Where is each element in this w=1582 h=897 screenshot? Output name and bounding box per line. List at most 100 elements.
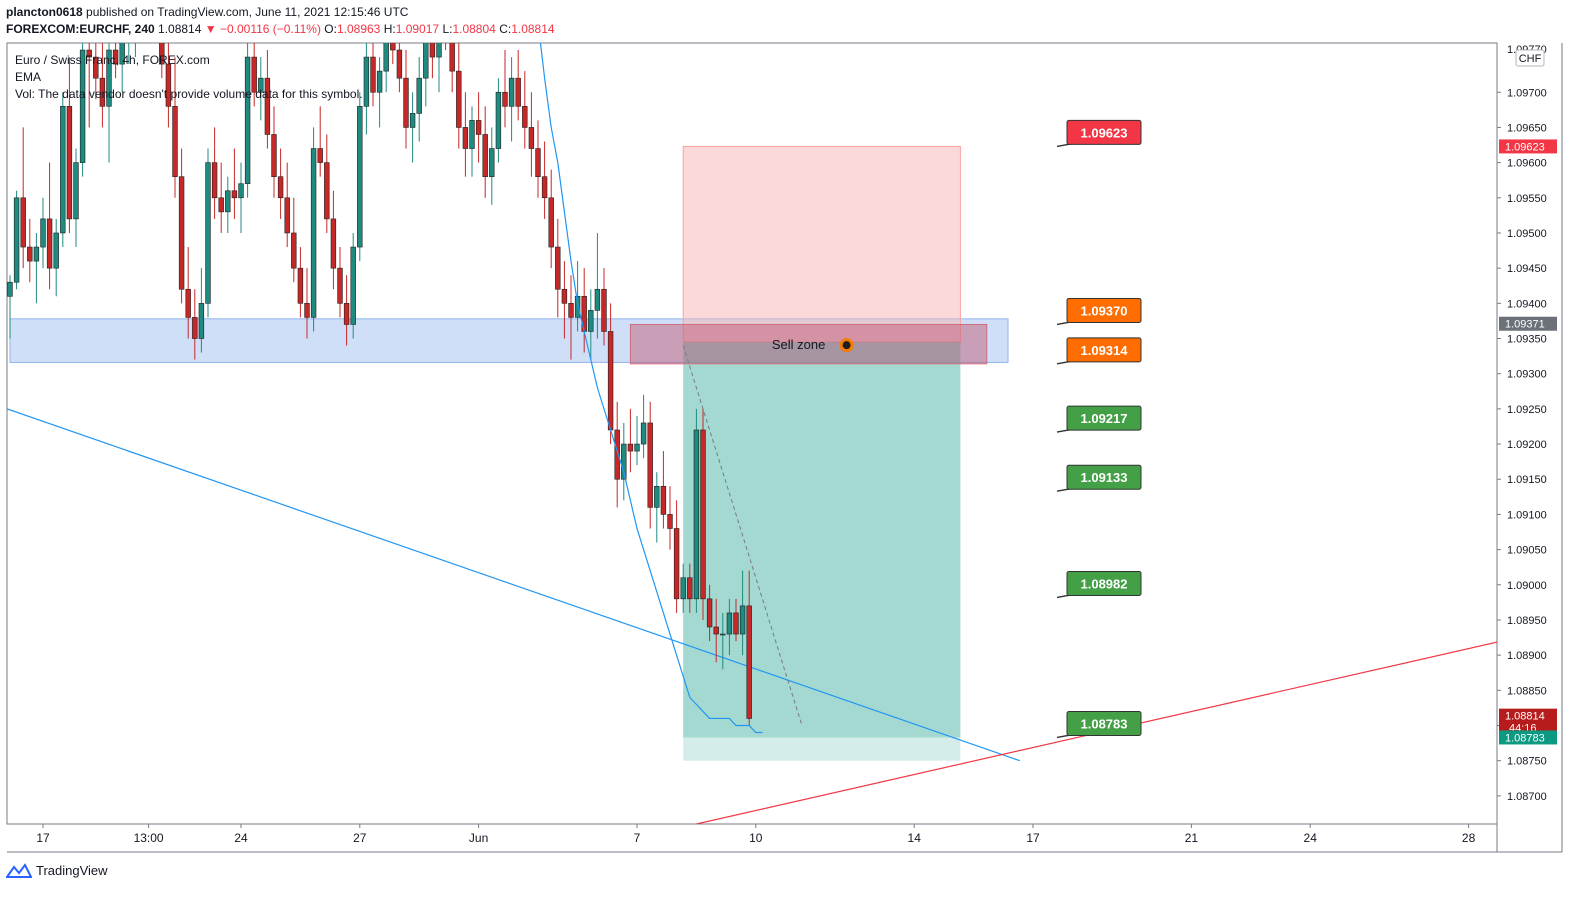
candle[interactable]	[106, 36, 112, 163]
candle[interactable]	[528, 92, 535, 177]
candle[interactable]	[231, 148, 238, 219]
candle[interactable]	[46, 162, 53, 290]
candle[interactable]	[53, 218, 59, 297]
candle[interactable]	[588, 289, 594, 360]
candle[interactable]	[225, 176, 231, 233]
candle[interactable]	[146, 0, 151, 8]
candle[interactable]	[205, 148, 211, 318]
candle[interactable]	[409, 92, 416, 163]
candle[interactable]	[126, 0, 131, 65]
sell-zone[interactable]	[629, 323, 988, 365]
candle[interactable]	[172, 57, 178, 198]
candle[interactable]	[720, 612, 726, 670]
candle[interactable]	[86, 36, 92, 128]
candle[interactable]	[159, 0, 165, 79]
price-callout-1.09314[interactable]: 1.09314	[1056, 337, 1142, 365]
candle[interactable]	[502, 50, 508, 128]
candle[interactable]	[436, 8, 442, 93]
candle[interactable]	[667, 486, 673, 550]
blue-trendline[interactable]	[7, 408, 1020, 762]
candle[interactable]	[258, 57, 264, 121]
candle[interactable]	[244, 36, 251, 198]
candle[interactable]	[680, 563, 686, 613]
candle[interactable]	[330, 190, 337, 290]
candle[interactable]	[713, 598, 719, 663]
price-callout-1.08783[interactable]: 1.08783	[1056, 710, 1142, 739]
candle[interactable]	[673, 500, 680, 613]
candle[interactable]	[271, 106, 277, 198]
candle[interactable]	[416, 57, 422, 142]
candle[interactable]	[489, 127, 495, 205]
currency-badge[interactable]: CHF	[1515, 49, 1545, 67]
candle[interactable]	[211, 127, 218, 219]
candle[interactable]	[561, 261, 568, 339]
candle[interactable]	[310, 127, 317, 332]
candle[interactable]	[350, 232, 356, 339]
candle[interactable]	[112, 8, 119, 79]
candle[interactable]	[614, 401, 620, 508]
candle[interactable]	[396, 22, 403, 93]
candle[interactable]	[555, 218, 561, 318]
candle[interactable]	[449, 1, 455, 93]
candle[interactable]	[324, 134, 330, 233]
candle[interactable]	[291, 197, 297, 283]
candle[interactable]	[693, 408, 700, 613]
candle[interactable]	[482, 106, 488, 198]
candle[interactable]	[640, 394, 647, 459]
candle[interactable]	[535, 120, 541, 198]
candle[interactable]	[99, 36, 106, 128]
candle[interactable]	[495, 78, 502, 163]
candle[interactable]	[178, 148, 185, 304]
price-callout-1.09370[interactable]: 1.09370	[1056, 297, 1142, 326]
candle[interactable]	[297, 247, 304, 318]
candle[interactable]	[357, 92, 363, 262]
candle[interactable]	[706, 584, 713, 642]
price-callout-1.09217[interactable]: 1.09217	[1056, 405, 1142, 433]
publisher-name[interactable]: plancton0618	[6, 5, 83, 19]
candle[interactable]	[700, 408, 706, 620]
candle[interactable]	[376, 57, 383, 128]
candle[interactable]	[317, 106, 323, 177]
candle[interactable]	[33, 232, 40, 304]
candle[interactable]	[601, 268, 607, 346]
candle[interactable]	[383, 8, 389, 93]
candle[interactable]	[284, 162, 290, 248]
candle[interactable]	[594, 232, 601, 339]
candle[interactable]	[541, 141, 548, 219]
candle[interactable]	[390, 0, 396, 65]
candle[interactable]	[218, 162, 224, 233]
candle[interactable]	[264, 50, 271, 149]
price-axis[interactable]: 1.09700 1.09650 1.09600 1.09550 1.09500 1.094…	[1497, 44, 1547, 803]
candle[interactable]	[515, 50, 521, 121]
candle[interactable]	[165, 36, 172, 128]
candle[interactable]	[621, 422, 627, 501]
candle[interactable]	[627, 408, 634, 473]
candle[interactable]	[746, 570, 752, 726]
stop-loss-zone[interactable]	[682, 145, 961, 343]
candle[interactable]	[456, 36, 462, 149]
candle[interactable]	[337, 247, 343, 318]
candle[interactable]	[739, 570, 746, 656]
candle[interactable]	[363, 36, 370, 135]
candle[interactable]	[574, 261, 581, 332]
candle[interactable]	[522, 71, 528, 149]
candle[interactable]	[469, 106, 475, 177]
candle[interactable]	[7, 275, 13, 339]
candle[interactable]	[634, 415, 640, 466]
candle[interactable]	[429, 8, 436, 79]
candle[interactable]	[475, 92, 482, 163]
candle[interactable]	[687, 563, 693, 613]
candle[interactable]	[119, 22, 125, 93]
candle[interactable]	[60, 92, 66, 248]
candle[interactable]	[238, 162, 244, 233]
candle[interactable]	[304, 268, 310, 339]
price-callout-1.09623[interactable]: 1.09623	[1056, 119, 1142, 148]
candle[interactable]	[548, 169, 554, 269]
candle[interactable]	[726, 598, 733, 656]
candle[interactable]	[93, 36, 99, 100]
candle[interactable]	[660, 451, 667, 529]
price-callout-1.08982[interactable]: 1.08982	[1056, 570, 1142, 599]
take-profit-zone[interactable]	[683, 342, 961, 738]
candle[interactable]	[13, 190, 20, 290]
